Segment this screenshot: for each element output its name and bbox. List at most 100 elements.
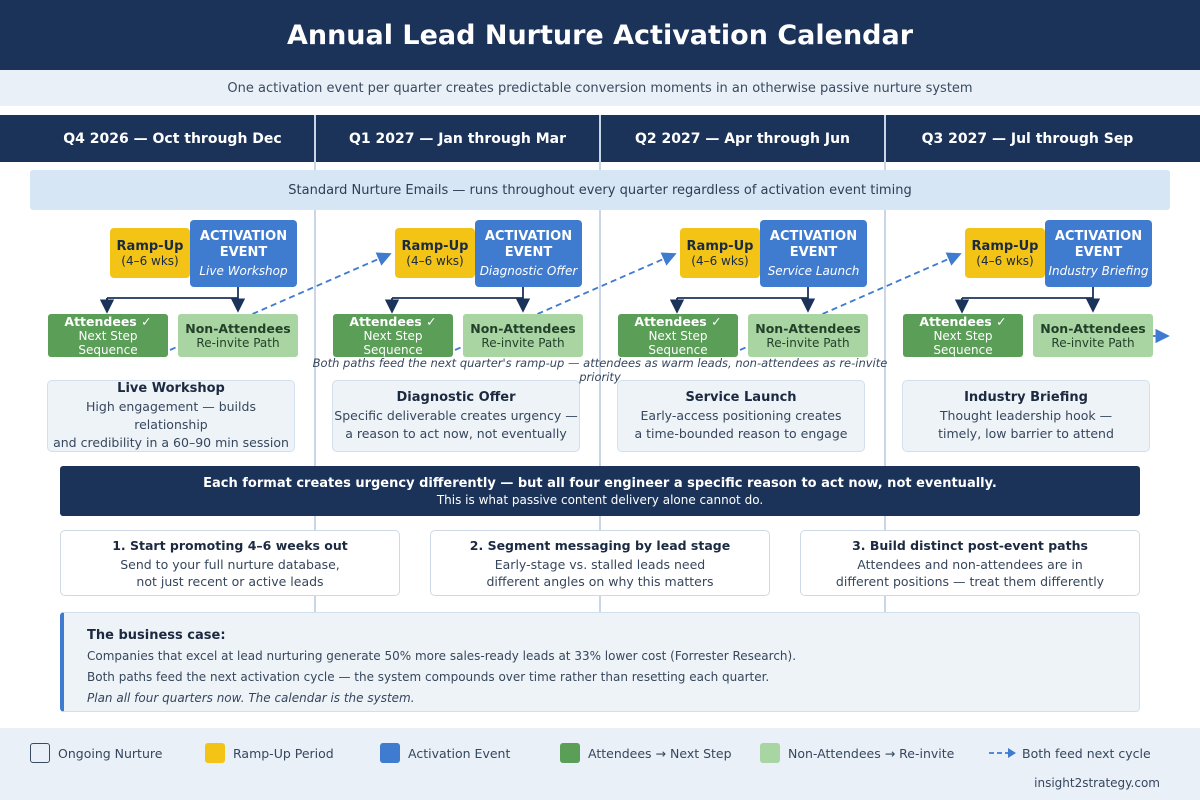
legend-label-ongoing: Ongoing Nurture <box>58 746 163 761</box>
quarter-header-q3-2027: Q3 2027 — Jul through Sep <box>921 130 1134 147</box>
ramp-up-box: Ramp-Up (4–6 wks) <box>965 228 1045 278</box>
event-label: EVENT <box>219 245 268 260</box>
description-line: Early-access positioning creates <box>640 408 842 423</box>
activation-event-box: ACTIVATION EVENT Industry Briefing <box>1045 220 1152 287</box>
attendees-box: Attendees ✓ Next Step Sequence <box>903 314 1023 357</box>
quarter-header-q4-2026: Q4 2026 — Oct through Dec <box>63 130 282 147</box>
description-line: a time-bounded reason to engage <box>634 426 848 441</box>
description-title: Industry Briefing <box>964 390 1088 405</box>
step-card: 3. Build distinct post-event paths Atten… <box>800 530 1140 596</box>
ramp-up-box: Ramp-Up (4–6 wks) <box>680 228 760 278</box>
page-title: Annual Lead Nurture Activation Calendar <box>0 0 1200 70</box>
attendees-path: Next Step Sequence <box>648 329 708 357</box>
ongoing-nurture-bar: Standard Nurture Emails — runs throughou… <box>30 170 1170 210</box>
event-label: EVENT <box>1074 245 1123 260</box>
non-attendees-path: Re-invite Path <box>481 336 565 350</box>
step-card: 1. Start promoting 4–6 weeks out Send to… <box>60 530 400 596</box>
source-credit: insight2strategy.com <box>1034 776 1160 790</box>
ramp-up-duration: (4–6 wks) <box>976 253 1034 268</box>
ramp-up-label: Ramp-Up <box>686 238 754 254</box>
non-attendees-swatch <box>760 743 780 763</box>
description-line: a reason to act now, not eventually <box>345 426 567 441</box>
legend-label-ramp: Ramp-Up Period <box>233 746 334 761</box>
quarter-header-q1-2027: Q1 2027 — Jan through Mar <box>348 130 567 147</box>
activation-event-box: ACTIVATION EVENT Service Launch <box>760 220 867 287</box>
legend-label-non-attendees: Non-Attendees → Re-invite <box>788 746 955 761</box>
business-case-heading: The business case: <box>87 628 226 643</box>
step-line: Attendees and non-attendees are in <box>857 556 1083 572</box>
non-attendees-label: Non-Attendees <box>470 321 576 336</box>
step-title: 2. Segment messaging by lead stage <box>469 537 731 553</box>
attendees-box: Attendees ✓ Next Step Sequence <box>618 314 738 357</box>
activation-swatch <box>380 743 400 763</box>
attendees-box: Attendees ✓ Next Step Sequence <box>333 314 453 357</box>
non-attendees-path: Re-invite Path <box>766 336 850 350</box>
step-line: Send to your full nurture database, <box>120 556 340 572</box>
ramp-up-box: Ramp-Up (4–6 wks) <box>110 228 190 278</box>
legend-label-attendees: Attendees → Next Step <box>588 746 732 761</box>
legend <box>0 728 1200 800</box>
step-card: 2. Segment messaging by lead stage Early… <box>430 530 770 596</box>
attendees-swatch <box>560 743 580 763</box>
ramp-up-duration: (4–6 wks) <box>121 253 179 268</box>
attendees-label: Attendees ✓ <box>349 314 437 329</box>
activation-label: ACTIVATION <box>769 229 858 244</box>
attendees-label: Attendees ✓ <box>64 314 152 329</box>
activation-event-box: ACTIVATION EVENT Diagnostic Offer <box>475 220 582 287</box>
business-case-panel: The business case: Companies that excel … <box>60 612 1140 712</box>
non-attendees-path: Re-invite Path <box>196 336 280 350</box>
page-subtitle: One activation event per quarter creates… <box>0 70 1200 106</box>
quarter-divider <box>884 115 886 612</box>
event-description-card: Industry Briefing Thought leadership hoo… <box>902 380 1150 452</box>
attendees-path: Next Step Sequence <box>933 329 993 357</box>
event-name: Diagnostic Offer <box>479 264 578 278</box>
description-title: Service Launch <box>685 390 797 405</box>
business-case-line: Companies that excel at lead nurturing g… <box>87 649 797 663</box>
description-title: Diagnostic Offer <box>396 390 516 405</box>
step-line: different positions — treat them differe… <box>835 573 1105 589</box>
business-case-conclusion: Plan all four quarters now. The calendar… <box>87 691 415 705</box>
quarter-divider <box>314 115 316 612</box>
non-attendees-box: Non-Attendees Re-invite Path <box>748 314 868 357</box>
ramp-up-label: Ramp-Up <box>116 238 184 254</box>
feed-note: Both paths feed the next quarter's ramp-… <box>312 356 888 384</box>
ramp-up-label: Ramp-Up <box>401 238 469 254</box>
activation-event-box: ACTIVATION EVENT Live Workshop <box>190 220 297 287</box>
event-name: Live Workshop <box>199 264 288 278</box>
urgency-banner: Each format creates urgency differently … <box>60 466 1140 516</box>
ramp-up-label: Ramp-Up <box>971 238 1039 254</box>
attendees-path: Next Step Sequence <box>363 329 423 357</box>
event-label: EVENT <box>789 245 838 260</box>
urgency-subline: This is what passive content delivery al… <box>436 492 764 507</box>
legend-label-activation: Activation Event <box>408 746 511 761</box>
description-line: timely, low barrier to attend <box>938 426 1114 441</box>
non-attendees-label: Non-Attendees <box>1040 321 1146 336</box>
non-attendees-label: Non-Attendees <box>755 321 861 336</box>
quarter-header-q2-2027: Q2 2027 — Apr through Jun <box>634 130 851 147</box>
attendees-label: Attendees ✓ <box>919 314 1007 329</box>
description-line: and credibility in a 60–90 min session <box>53 435 289 450</box>
event-description-card: Service Launch Early-access positioning … <box>617 380 865 452</box>
description-line: Thought leadership hook — <box>939 408 1113 423</box>
step-line: not just recent or active leads <box>136 573 324 589</box>
ongoing-nurture-swatch <box>30 743 50 763</box>
urgency-headline: Each format creates urgency differently … <box>203 475 997 491</box>
description-line: High engagement — builds relationship <box>86 399 256 432</box>
description-title: Live Workshop <box>117 381 225 396</box>
non-attendees-box: Non-Attendees Re-invite Path <box>463 314 583 357</box>
non-attendees-path: Re-invite Path <box>1051 336 1135 350</box>
activation-label: ACTIVATION <box>484 229 573 244</box>
ramp-up-duration: (4–6 wks) <box>406 253 464 268</box>
activation-label: ACTIVATION <box>199 229 288 244</box>
ramp-up-box: Ramp-Up (4–6 wks) <box>395 228 475 278</box>
step-line: Early-stage vs. stalled leads need <box>494 556 706 572</box>
business-case-line: Both paths feed the next activation cycl… <box>87 670 770 684</box>
step-title: 1. Start promoting 4–6 weeks out <box>112 537 348 553</box>
event-description-card: Live Workshop High engagement — builds r… <box>47 380 295 452</box>
attendees-box: Attendees ✓ Next Step Sequence <box>48 314 168 357</box>
event-name: Service Launch <box>767 264 860 278</box>
activation-label: ACTIVATION <box>1054 229 1143 244</box>
description-line: Specific deliverable creates urgency — <box>334 408 578 423</box>
ramp-up-swatch <box>205 743 225 763</box>
